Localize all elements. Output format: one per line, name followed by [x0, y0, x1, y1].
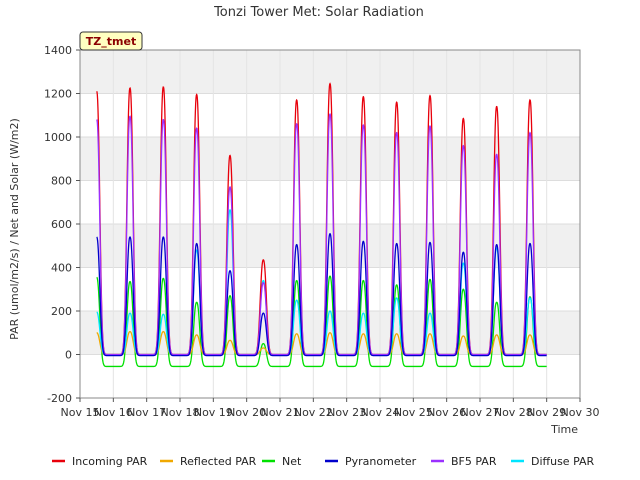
- y-axis-ticks: -200 0 200 400 600 800 1000 1200 1400: [44, 44, 80, 405]
- plot-band: [80, 137, 580, 181]
- series-line-pyranometer: [96, 232, 547, 357]
- legend-item-diffuse-par: Diffuse PAR: [511, 455, 595, 468]
- x-tick-label: Nov 17: [127, 406, 166, 419]
- x-tick-label: Nov 29: [527, 406, 566, 419]
- x-tick-label: Nov 28: [494, 406, 533, 419]
- legend-label: Diffuse PAR: [531, 455, 595, 468]
- y-tick-label: 1000: [44, 131, 72, 144]
- x-tick-label: Nov 16: [94, 406, 133, 419]
- series-layer: [96, 82, 547, 368]
- y-tick-label: 600: [51, 218, 72, 231]
- x-tick-label: Nov 30: [561, 406, 600, 419]
- y-tick-label: 1200: [44, 88, 72, 101]
- plot-band: [80, 224, 580, 268]
- x-tick-label: Nov 23: [327, 406, 366, 419]
- legend-label: Incoming PAR: [72, 455, 148, 468]
- y-tick-label: 1400: [44, 44, 72, 57]
- legend-item-pyranometer: Pyranometer: [325, 455, 417, 468]
- legend-item-reflected-par: Reflected PAR: [160, 455, 257, 468]
- x-tick-label: Nov 22: [294, 406, 333, 419]
- legend-label: Reflected PAR: [180, 455, 257, 468]
- x-axis-label: Time: [550, 423, 578, 436]
- x-tick-label: Nov 21: [261, 406, 300, 419]
- y-tick-label: 400: [51, 262, 72, 275]
- x-tick-label: Nov 25: [394, 406, 433, 419]
- x-tick-label: Nov 20: [227, 406, 266, 419]
- y-tick-label: -200: [47, 392, 72, 405]
- x-tick-label: Nov 15: [61, 406, 100, 419]
- x-tick-label: Nov 18: [161, 406, 200, 419]
- legend-item-bf5-par: BF5 PAR: [431, 455, 497, 468]
- legend-item-net: Net: [262, 455, 302, 468]
- x-tick-label: Nov 24: [361, 406, 400, 419]
- legend-item-incoming-par: Incoming PAR: [52, 455, 148, 468]
- site-label: TZ_tmet: [86, 35, 136, 48]
- legend-label: Pyranometer: [345, 455, 417, 468]
- chart-title: Tonzi Tower Met: Solar Radiation: [213, 5, 424, 20]
- y-tick-label: 200: [51, 305, 72, 318]
- series-line-net: [96, 275, 547, 368]
- series-line-bf5-par: [96, 112, 547, 356]
- y-tick-label: 0: [65, 349, 72, 362]
- x-tick-label: Nov 19: [194, 406, 233, 419]
- x-tick-label: Nov 27: [461, 406, 500, 419]
- legend-label: Net: [282, 455, 302, 468]
- y-axis-label: PAR (umol/m2/s) / Net and Solar (W/m2): [8, 118, 21, 340]
- site-label-box: TZ_tmet: [79, 31, 143, 51]
- legend: Incoming PAR Reflected PAR Net Pyranometer B…: [52, 455, 595, 468]
- legend-label: BF5 PAR: [451, 455, 497, 468]
- y-tick-label: 800: [51, 175, 72, 188]
- x-tick-label: Nov 26: [427, 406, 466, 419]
